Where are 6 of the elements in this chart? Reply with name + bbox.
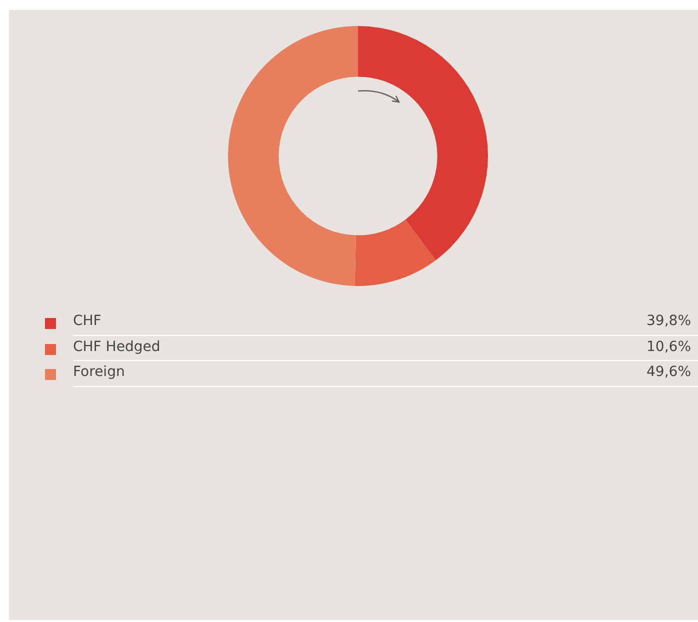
data-label: 10,6% — [646, 338, 691, 354]
data-label: 49,6% — [646, 364, 691, 380]
data-label: 39,8% — [646, 313, 691, 329]
legend-label: CHF — [73, 313, 102, 329]
legend-label: CHF Hedged — [73, 338, 160, 354]
legend-label: Foreign — [73, 364, 125, 380]
